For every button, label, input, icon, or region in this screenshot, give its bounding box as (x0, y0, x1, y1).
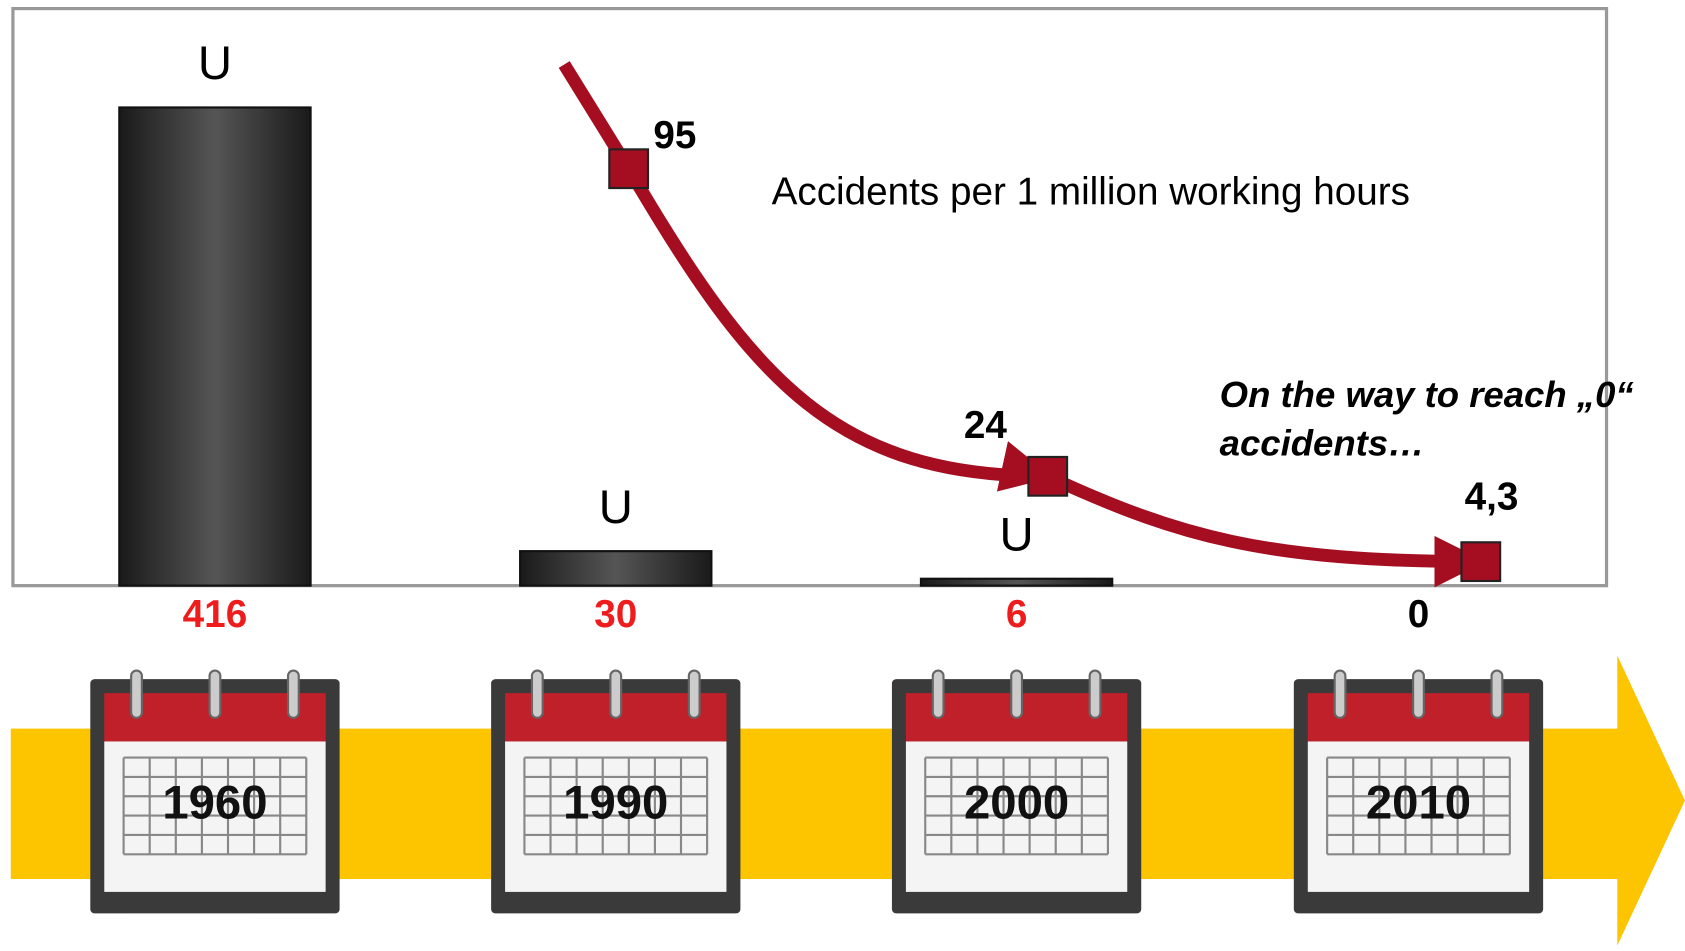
annotation: accidents… (1220, 423, 1425, 464)
value-label: 0 (1408, 593, 1430, 636)
calendar-ring (131, 671, 142, 718)
value-label: 416 (183, 593, 248, 636)
line (629, 169, 1481, 562)
year-label: 1960 (162, 776, 267, 829)
calendar-ring (1011, 671, 1022, 718)
line-marker (609, 149, 648, 188)
calendar-ring (933, 671, 944, 718)
calendar-ring (1090, 671, 1101, 718)
bar (119, 107, 310, 585)
calendar: 2010 (1294, 671, 1543, 914)
calendar-ring (689, 671, 700, 718)
bar-symbol: U (1000, 508, 1034, 561)
year-label: 2000 (964, 776, 1069, 829)
calendar-ring (610, 671, 621, 718)
value-label: 30 (594, 593, 637, 636)
bar (520, 551, 711, 585)
line-value-label: 24 (964, 404, 1008, 447)
value-label: 6 (1006, 593, 1028, 636)
line-marker (1461, 542, 1500, 581)
bar-symbol: U (198, 37, 232, 90)
calendar: 1960 (90, 671, 339, 914)
calendar-ring (1492, 671, 1503, 718)
chart: Accidents per 1 million working hours On… (0, 0, 1685, 951)
year-label: 1990 (563, 776, 668, 829)
page: {"chart_data": { "type": "bar", "categor… (0, 0, 1685, 951)
calendar-ring (1335, 671, 1346, 718)
year-label: 2010 (1366, 776, 1471, 829)
line-marker (1028, 457, 1067, 496)
calendar: 2000 (892, 671, 1141, 914)
line-title: Accidents per 1 million working hours (772, 171, 1410, 214)
calendar-ring (210, 671, 221, 718)
annotation: On the way to reach „0“ (1220, 374, 1635, 415)
calendar-ring (532, 671, 543, 718)
bar-symbol: U (599, 481, 633, 534)
line-value-label: 95 (653, 114, 696, 157)
calendar-ring (288, 671, 299, 718)
calendar: 1990 (491, 671, 740, 914)
calendar-ring (1413, 671, 1424, 718)
line-value-label: 4,3 (1465, 476, 1519, 519)
bar (921, 579, 1112, 586)
